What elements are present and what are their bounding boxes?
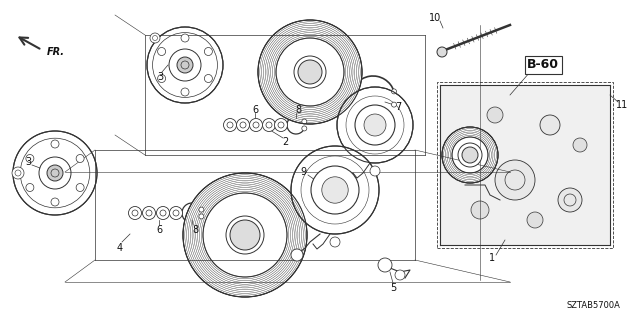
Circle shape [237, 118, 250, 132]
Circle shape [311, 166, 359, 214]
Circle shape [129, 206, 141, 220]
Circle shape [355, 105, 395, 145]
Text: 10: 10 [429, 13, 441, 23]
Bar [440, 85, 610, 245]
Text: 6: 6 [252, 105, 258, 115]
Circle shape [199, 207, 204, 212]
Circle shape [226, 216, 264, 254]
Circle shape [302, 119, 307, 124]
Circle shape [47, 165, 63, 181]
Circle shape [143, 206, 156, 220]
Text: 5: 5 [390, 283, 396, 293]
Circle shape [199, 214, 204, 219]
Circle shape [462, 147, 478, 163]
Circle shape [458, 143, 482, 167]
Text: 2: 2 [282, 137, 288, 147]
Circle shape [204, 75, 212, 83]
Circle shape [13, 131, 97, 215]
Circle shape [487, 107, 503, 123]
Text: B-60: B-60 [527, 59, 559, 71]
Text: 9: 9 [300, 167, 306, 177]
Circle shape [26, 183, 34, 191]
Circle shape [76, 155, 84, 163]
Text: 8: 8 [192, 225, 198, 235]
Text: 8: 8 [295, 105, 301, 115]
Circle shape [370, 166, 380, 176]
Text: 3: 3 [25, 157, 31, 167]
Circle shape [275, 118, 287, 132]
Circle shape [157, 206, 170, 220]
Circle shape [51, 198, 59, 206]
Circle shape [298, 60, 322, 84]
Circle shape [26, 155, 34, 163]
Circle shape [458, 143, 482, 167]
Text: 1: 1 [489, 253, 495, 263]
Circle shape [540, 115, 560, 135]
Circle shape [147, 27, 223, 103]
Circle shape [183, 173, 307, 297]
Circle shape [378, 258, 392, 272]
Text: FR.: FR. [47, 47, 65, 57]
Circle shape [51, 140, 59, 148]
Circle shape [230, 220, 260, 250]
Circle shape [12, 167, 24, 179]
Circle shape [76, 183, 84, 191]
Text: SZTAB5700A: SZTAB5700A [566, 301, 620, 310]
Circle shape [437, 47, 447, 57]
Text: 11: 11 [616, 100, 628, 110]
Circle shape [150, 33, 160, 43]
Circle shape [392, 89, 397, 94]
Circle shape [337, 87, 413, 163]
Text: 3: 3 [157, 72, 163, 82]
Circle shape [330, 237, 340, 247]
Circle shape [527, 212, 543, 228]
Circle shape [395, 270, 405, 280]
Circle shape [250, 118, 262, 132]
Circle shape [294, 56, 326, 88]
Circle shape [392, 102, 397, 107]
Circle shape [157, 75, 166, 83]
Circle shape [573, 138, 587, 152]
Circle shape [226, 216, 264, 254]
Circle shape [495, 160, 535, 200]
Text: 4: 4 [117, 243, 123, 253]
Circle shape [204, 47, 212, 55]
Circle shape [181, 34, 189, 42]
Circle shape [262, 118, 275, 132]
Text: 7: 7 [395, 102, 401, 112]
Circle shape [291, 146, 379, 234]
Circle shape [258, 20, 362, 124]
Circle shape [181, 88, 189, 96]
Circle shape [157, 47, 166, 55]
Circle shape [558, 188, 582, 212]
Circle shape [322, 177, 348, 203]
Circle shape [302, 126, 307, 131]
Bar [437, 82, 613, 248]
Circle shape [177, 57, 193, 73]
Circle shape [170, 206, 182, 220]
Circle shape [294, 56, 326, 88]
Circle shape [364, 114, 386, 136]
Circle shape [223, 118, 237, 132]
Circle shape [291, 249, 303, 261]
Text: 6: 6 [156, 225, 162, 235]
Circle shape [471, 201, 489, 219]
Circle shape [442, 127, 498, 183]
